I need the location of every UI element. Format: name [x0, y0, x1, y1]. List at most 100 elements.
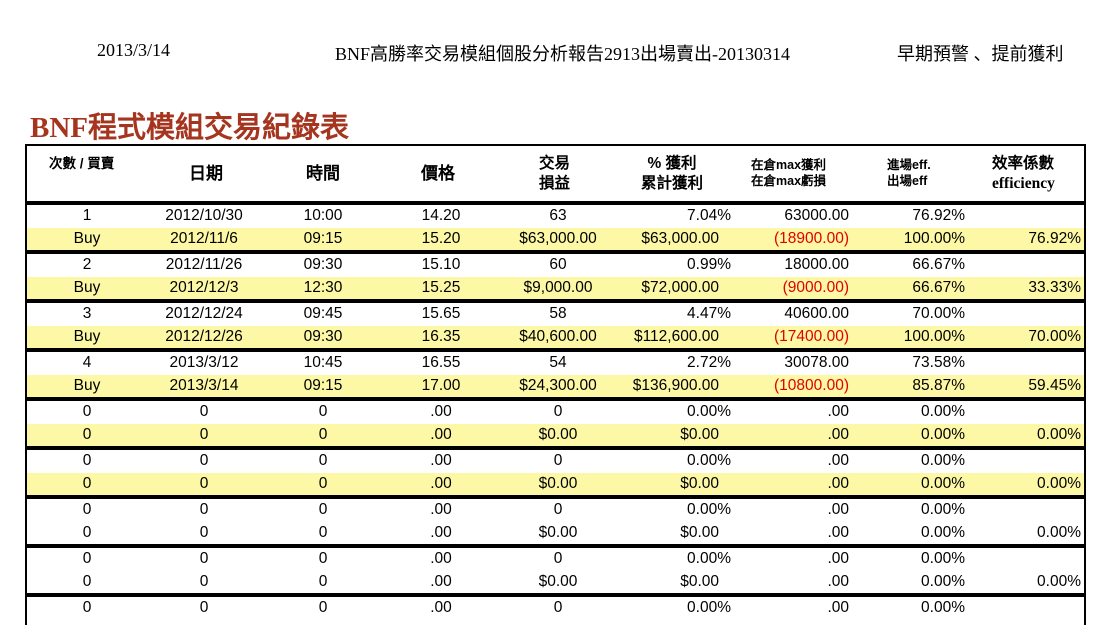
profit-pct: 0.99%	[687, 256, 731, 273]
entry-eff: 0.00%	[921, 501, 965, 518]
col-pnl: 交易 損益	[539, 146, 570, 201]
trade-group: 2 2012/11/26 09:30 15.10 60 0.99% 18000.00 66.6…	[27, 254, 1084, 303]
col-max-label-1: 在倉max獲利	[751, 157, 827, 172]
entry-eff: 70.00%	[912, 305, 965, 322]
max-loss: (18900.00)	[774, 229, 849, 247]
exit-time: 09:15	[303, 229, 343, 247]
max-loss: .00	[827, 474, 849, 492]
entry-date: 0	[199, 550, 209, 567]
page-header: 2013/3/14 BNF高勝率交易模組個股分析報告2913出場賣出-20130…	[0, 40, 1117, 66]
table-row: 0 0 0 .00 $0.00 $0.00 .00 0.00% 0.00%	[27, 472, 1084, 495]
max-profit: 40600.00	[784, 305, 849, 322]
col-profit-label-2: 累計獲利	[641, 174, 704, 192]
col-date-label: 日期	[189, 163, 223, 183]
exit-eff: 100.00%	[903, 229, 965, 247]
efficiency-value: 76.92%	[1028, 229, 1081, 247]
entry-date: 2012/11/26	[165, 256, 243, 273]
trade-group: 4 2013/3/12 10:45 16.55 54 2.72% 30078.00 73.58…	[27, 352, 1084, 401]
entry-price: .00	[430, 403, 452, 420]
trade-number: 0	[82, 452, 92, 469]
entry-time: 0	[318, 403, 328, 420]
exit-time: 12:30	[303, 278, 343, 296]
report-date: 2013/3/14	[97, 40, 171, 60]
profit-pct: 0.00%	[687, 403, 731, 420]
entry-date: 2013/3/12	[169, 354, 239, 371]
profit-pct: 0.00%	[687, 550, 731, 567]
max-profit: .00	[827, 550, 849, 567]
report-header-note: 早期預警 、提前獲利	[897, 44, 1064, 64]
trade-side: Buy	[73, 376, 101, 394]
trade-group: 0 0 0.00 0 0.00% .00 0.00% 0 0 0.00 $0.00 $0.00.00 0…	[27, 401, 1084, 450]
trade-number: 0	[82, 550, 92, 567]
profit-pct: 0.00%	[687, 599, 731, 616]
cumulative-profit: $0.00	[680, 474, 719, 492]
exit-date: 0	[199, 425, 209, 443]
table-row: 0 0 0 .00 $0.00 $0.00 .00 0.00% 0.00%	[27, 423, 1084, 446]
cumulative-profit: $72,000.00	[641, 278, 719, 296]
entry-price: .00	[430, 550, 452, 567]
trade-pnl: 0	[553, 501, 563, 518]
trade-group: 0 0 0 .00 0 0.00% .00 0.00%	[27, 597, 1084, 625]
max-profit: 63000.00	[784, 207, 849, 224]
entry-date: 2012/12/24	[165, 305, 243, 322]
table-row: 3 2012/12/24 09:45 15.65 58 4.47% 40600.00 70.0…	[27, 303, 1084, 326]
table-row: Buy 2012/12/26 09:30 16.35 $40,600.00 $112,60…	[27, 325, 1084, 348]
trade-pnl-amount: $9,000.00	[523, 278, 593, 296]
entry-time: 0	[318, 550, 328, 567]
col-profit: % 獲利 累計獲利	[641, 146, 703, 201]
exit-time: 0	[318, 474, 328, 492]
trade-pnl-amount: $24,300.00	[519, 376, 597, 394]
trade-number: 4	[82, 354, 92, 371]
exit-date: 0	[199, 572, 209, 590]
entry-time: 10:45	[303, 354, 343, 371]
max-profit: .00	[827, 599, 849, 616]
efficiency-value: 0.00%	[1037, 474, 1081, 492]
max-loss: (10800.00)	[774, 376, 849, 394]
exit-date: 2012/12/3	[169, 278, 239, 296]
efficiency-value: 0.00%	[1037, 523, 1081, 541]
exit-eff: 100.00%	[903, 327, 965, 345]
cumulative-profit: $0.00	[680, 425, 719, 443]
exit-time: 0	[318, 572, 328, 590]
exit-date: 0	[199, 523, 209, 541]
entry-price: 15.10	[421, 256, 461, 273]
table-row: 0 0 0 .00 $0.00 $0.00 .00 0.00% 0.00%	[27, 571, 1084, 594]
entry-price: 15.65	[421, 305, 461, 322]
exit-eff: 0.00%	[921, 523, 965, 541]
trade-pnl: 60	[549, 256, 567, 273]
cumulative-profit: $63,000.00	[641, 229, 719, 247]
exit-price: .00	[430, 474, 452, 492]
exit-eff: 0.00%	[921, 425, 965, 443]
report-header-title: BNF高勝率交易模組個股分析報告2913出場賣出-20130314	[335, 44, 791, 64]
col-date: 日期	[189, 146, 223, 201]
report-title: BNF程式模組交易紀錄表	[30, 112, 350, 144]
exit-eff: 0.00%	[921, 474, 965, 492]
col-count-side-label: 次數 / 買賣	[49, 156, 115, 171]
trade-number: 1	[82, 207, 92, 224]
max-profit: .00	[827, 452, 849, 469]
trade-pnl: 0	[553, 452, 563, 469]
table-row: 0 0 0 .00 0 0.00% .00 0.00%	[27, 499, 1084, 522]
exit-eff: 66.67%	[912, 278, 965, 296]
exit-time: 09:30	[303, 327, 343, 345]
table-row: Buy 2013/3/14 09:15 17.00 $24,300.00 $136,900…	[27, 374, 1084, 397]
entry-eff: 66.67%	[912, 256, 965, 273]
entry-eff: 0.00%	[921, 403, 965, 420]
exit-date: 2012/12/26	[165, 327, 243, 345]
entry-time: 09:30	[303, 256, 343, 273]
cumulative-profit: $112,600.00	[633, 327, 719, 345]
col-price: 價格	[421, 146, 455, 201]
trade-side: Buy	[73, 278, 101, 296]
table-row: 0 0 0 .00 0 0.00% .00 0.00%	[27, 548, 1084, 571]
entry-eff: 73.58%	[912, 354, 965, 371]
exit-price: 17.00	[421, 376, 461, 394]
trade-pnl-amount: $0.00	[538, 425, 578, 443]
entry-date: 0	[199, 452, 209, 469]
entry-price: .00	[430, 501, 452, 518]
efficiency-value: 70.00%	[1028, 327, 1081, 345]
col-efficiency: 效率係數 efficiency	[992, 146, 1055, 201]
entry-date: 0	[199, 403, 209, 420]
table-row: 0 0 0 .00 0 0.00% .00 0.00%	[27, 401, 1084, 424]
cumulative-profit: $0.00	[680, 523, 719, 541]
trade-group: 0 0 0.00 0 0.00% .00 0.00% 0 0 0.00 $0.00 $0.00.00 0…	[27, 450, 1084, 499]
